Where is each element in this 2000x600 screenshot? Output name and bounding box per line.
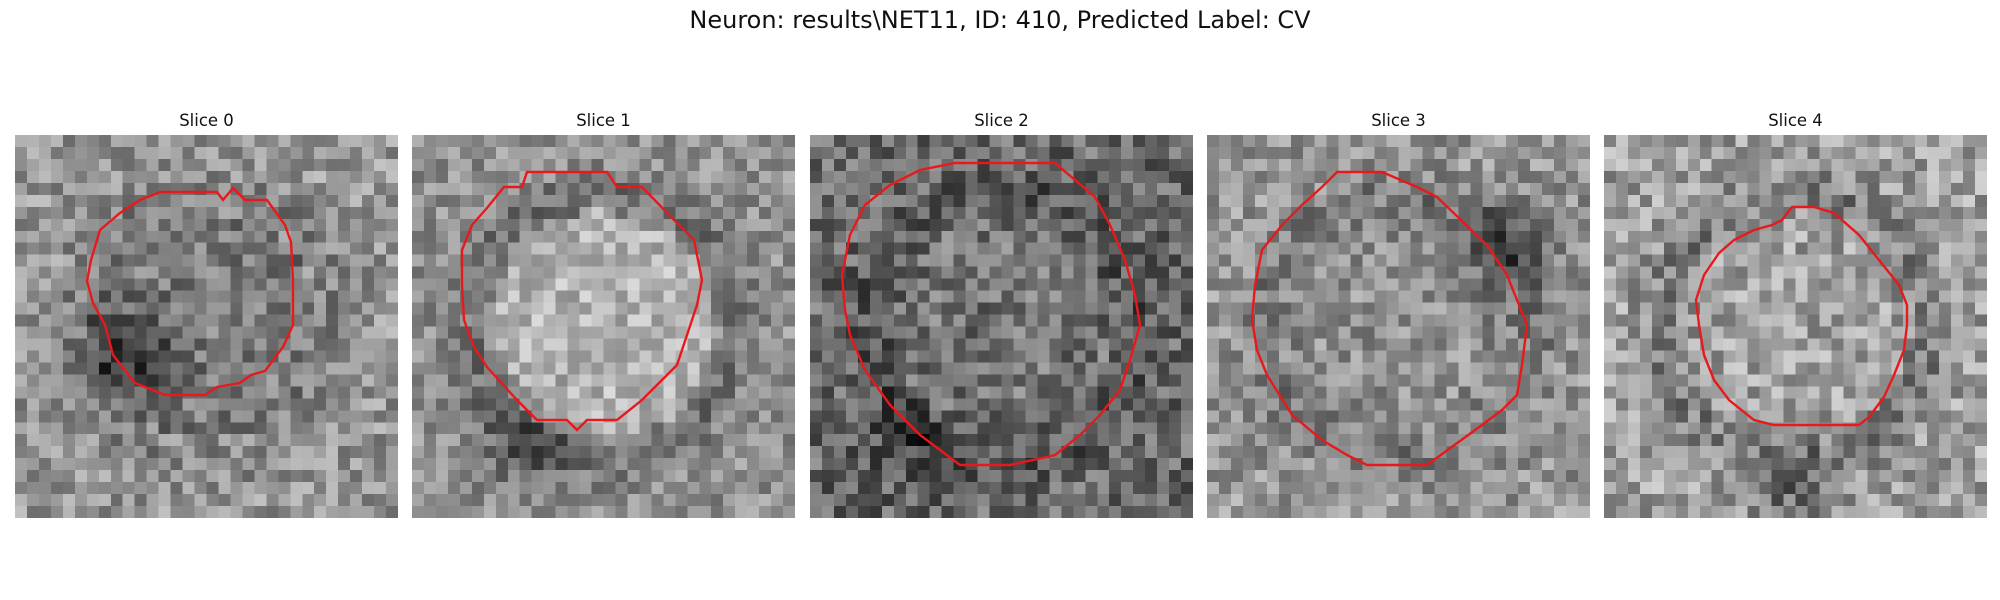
slice-image-0 xyxy=(15,135,398,518)
figure-title: Neuron: results\NET11, ID: 410, Predicte… xyxy=(689,6,1311,34)
slice-title-2: Slice 2 xyxy=(974,111,1029,130)
slice-panel-1: Slice 1 xyxy=(412,108,795,518)
slice-title-0: Slice 0 xyxy=(179,111,234,130)
slice-title-1: Slice 1 xyxy=(576,111,631,130)
slice-panel-2: Slice 2 xyxy=(810,108,1193,518)
slice-panel-4: Slice 4 xyxy=(1604,108,1987,518)
slice-image-1 xyxy=(412,135,795,518)
slice-image-2 xyxy=(810,135,1193,518)
slice-panel-3: Slice 3 xyxy=(1207,108,1590,518)
slice-panel-0: Slice 0 xyxy=(15,108,398,518)
slice-title-4: Slice 4 xyxy=(1768,111,1823,130)
slice-image-4 xyxy=(1604,135,1987,518)
slice-title-3: Slice 3 xyxy=(1371,111,1426,130)
slice-image-3 xyxy=(1207,135,1590,518)
